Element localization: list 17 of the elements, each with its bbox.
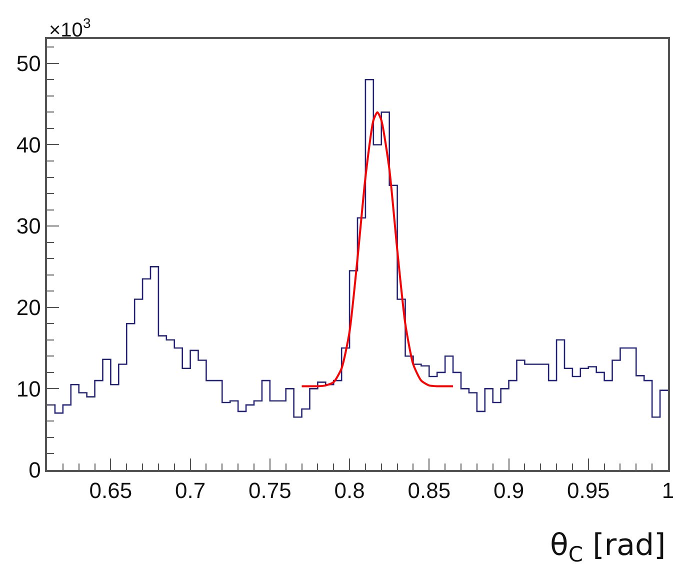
- y-tick-label: 30: [16, 214, 41, 239]
- line-series: [300, 111, 454, 388]
- x-tick-label: 0.75: [248, 478, 292, 504]
- x-tick-label: 0.95: [566, 478, 610, 504]
- x-tick-label: 0.9: [493, 478, 524, 504]
- x-tick-label: 0.65: [89, 478, 132, 504]
- x-axis-title: θ$_{C}$ [rad]: [550, 528, 666, 564]
- y-tick-label: 20: [16, 295, 41, 320]
- x-tick-label: 0.7: [175, 478, 206, 504]
- y-tick-label: 40: [16, 132, 41, 158]
- x-tick-label: 0.8: [334, 478, 365, 504]
- y-tick-label: 0: [28, 458, 41, 483]
- y-tick-label: 50: [16, 51, 41, 76]
- x-tick-label: 1: [662, 478, 674, 504]
- y-tick-label: 10: [16, 376, 41, 402]
- annotation: ×10$^{3}$: [49, 15, 91, 42]
- x-tick-label: 0.85: [408, 478, 451, 504]
